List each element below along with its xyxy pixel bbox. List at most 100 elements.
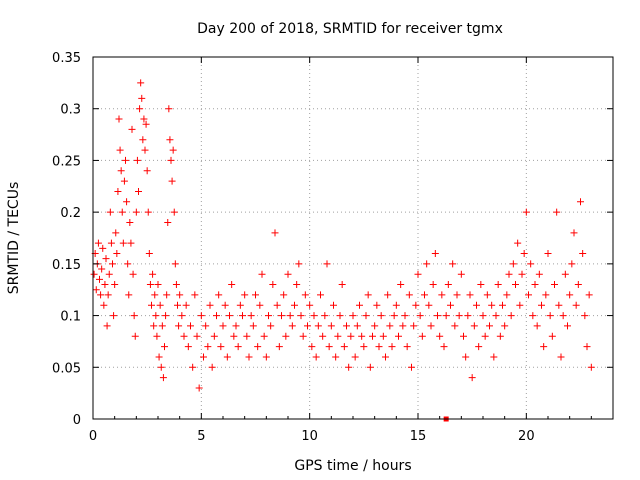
data-point — [447, 301, 454, 309]
data-point — [416, 312, 424, 320]
data-point — [529, 312, 537, 320]
data-point — [122, 156, 129, 164]
data-point — [395, 332, 402, 340]
data-point — [525, 291, 532, 299]
data-point — [195, 384, 203, 392]
data-point — [138, 94, 146, 102]
data-point — [507, 312, 515, 320]
data-point — [490, 353, 498, 361]
data-point — [535, 270, 543, 278]
data-point — [120, 177, 128, 185]
y-tick-label: 0.3 — [60, 103, 81, 118]
data-point — [351, 353, 359, 361]
data-point — [581, 312, 589, 320]
x-axis-title: GPS time / hours — [294, 458, 411, 474]
data-point — [488, 301, 496, 309]
data-point — [453, 291, 461, 299]
data-point — [572, 301, 580, 309]
x-tick-label: 5 — [197, 429, 205, 444]
data-point — [252, 291, 259, 299]
data-point — [353, 322, 361, 330]
data-point — [103, 322, 111, 330]
data-point — [483, 291, 491, 299]
data-point — [127, 239, 135, 247]
data-point — [154, 281, 162, 289]
data-point — [512, 281, 519, 289]
data-point — [358, 332, 366, 340]
data-point — [150, 322, 158, 330]
data-point — [133, 156, 141, 164]
data-point — [388, 343, 396, 351]
data-point — [516, 301, 524, 309]
data-point — [182, 301, 190, 309]
data-point — [191, 291, 199, 299]
data-point — [230, 332, 238, 340]
data-point — [501, 322, 509, 330]
data-point — [112, 229, 120, 237]
data-point — [171, 260, 179, 268]
data-point — [184, 343, 192, 351]
data-point — [282, 332, 290, 340]
data-point — [334, 332, 342, 340]
data-point — [167, 156, 175, 164]
data-point — [178, 312, 186, 320]
data-point — [128, 125, 136, 133]
data-point — [125, 291, 133, 299]
data-point — [206, 301, 214, 309]
data-point — [141, 146, 149, 154]
data-point — [496, 332, 504, 340]
data-point — [520, 250, 528, 258]
data-point — [373, 301, 381, 309]
data-point — [197, 312, 205, 320]
y-axis-title: SRMTID / TECUs — [6, 182, 22, 295]
data-point — [284, 270, 292, 278]
data-point — [228, 281, 236, 289]
data-point — [475, 343, 483, 351]
data-point — [579, 250, 587, 258]
data-point — [310, 312, 318, 320]
data-point — [140, 115, 148, 123]
data-point — [162, 312, 170, 320]
data-point — [527, 260, 535, 268]
data-point — [176, 291, 184, 299]
data-point — [587, 363, 595, 371]
data-point — [397, 281, 405, 289]
data-point — [431, 250, 439, 258]
data-point — [208, 363, 216, 371]
data-point — [226, 312, 233, 320]
data-point — [273, 301, 281, 309]
data-point — [327, 322, 335, 330]
data-point — [124, 260, 132, 268]
data-point — [343, 322, 350, 330]
data-point — [492, 312, 500, 320]
data-point — [118, 208, 126, 216]
data-point — [427, 322, 435, 330]
data-point — [148, 301, 155, 309]
data-point — [570, 229, 578, 237]
y-tick-label: 0.2 — [60, 206, 81, 221]
data-point — [514, 239, 522, 247]
data-point — [444, 281, 452, 289]
data-point — [291, 301, 298, 309]
data-point — [293, 281, 301, 289]
data-point — [210, 332, 218, 340]
data-point — [438, 291, 446, 299]
data-point — [189, 363, 197, 371]
data-point — [117, 167, 125, 175]
data-point — [538, 301, 545, 309]
data-point — [336, 312, 344, 320]
data-point — [143, 167, 151, 175]
data-point — [278, 312, 285, 320]
data-point — [217, 343, 225, 351]
data-point — [258, 270, 266, 278]
data-point — [104, 291, 112, 299]
x-tick-label: 0 — [89, 429, 97, 444]
data-point — [245, 353, 253, 361]
data-point — [157, 363, 165, 371]
data-point — [442, 312, 450, 320]
data-point — [553, 208, 561, 216]
data-point — [102, 255, 110, 263]
data-point — [477, 281, 485, 289]
data-point — [317, 291, 324, 299]
data-point — [215, 291, 223, 299]
